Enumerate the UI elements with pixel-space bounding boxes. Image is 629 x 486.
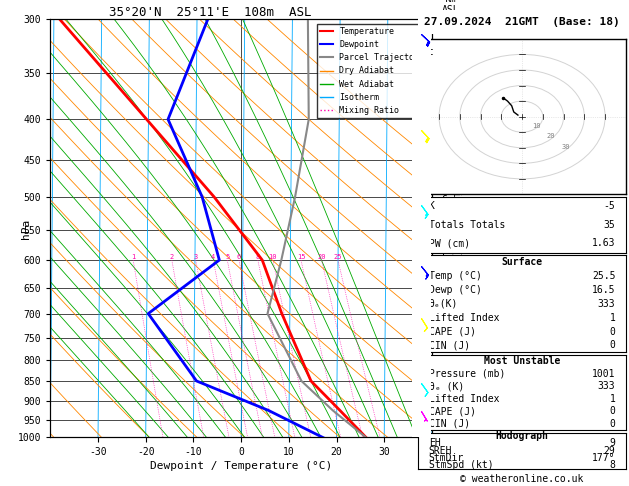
Text: 27.09.2024  21GMT  (Base: 18): 27.09.2024 21GMT (Base: 18) — [424, 17, 620, 27]
Text: -5: -5 — [604, 201, 615, 211]
Text: © weatheronline.co.uk: © weatheronline.co.uk — [460, 474, 584, 484]
Text: 1.63: 1.63 — [592, 239, 615, 248]
Legend: Temperature, Dewpoint, Parcel Trajectory, Dry Adiabat, Wet Adiabat, Isotherm, Mi: Temperature, Dewpoint, Parcel Trajectory… — [317, 24, 428, 118]
Text: EH: EH — [429, 438, 440, 449]
Text: Hodograph: Hodograph — [496, 431, 548, 441]
Text: Temp (°C): Temp (°C) — [429, 271, 482, 281]
Text: 10: 10 — [269, 254, 277, 260]
Text: θₑ(K): θₑ(K) — [429, 299, 458, 309]
Text: Pressure (mb): Pressure (mb) — [429, 368, 505, 379]
Text: 15: 15 — [297, 254, 305, 260]
Text: 9: 9 — [610, 438, 615, 449]
Y-axis label: Mixing Ratio (g/kg): Mixing Ratio (g/kg) — [451, 173, 460, 284]
Text: 333: 333 — [598, 299, 615, 309]
Text: 4: 4 — [211, 254, 216, 260]
Text: 3: 3 — [194, 254, 198, 260]
Text: LCL: LCL — [437, 384, 452, 394]
Text: 30: 30 — [562, 144, 570, 150]
Text: CAPE (J): CAPE (J) — [429, 327, 476, 336]
Text: km
ASL: km ASL — [442, 0, 460, 15]
Text: Dewp (°C): Dewp (°C) — [429, 285, 482, 295]
Text: StmDir: StmDir — [429, 453, 464, 463]
Text: PW (cm): PW (cm) — [429, 239, 470, 248]
Text: Most Unstable: Most Unstable — [484, 356, 560, 366]
Text: CAPE (J): CAPE (J) — [429, 406, 476, 417]
Text: StmSpd (kt): StmSpd (kt) — [429, 460, 493, 470]
Text: 2: 2 — [170, 254, 174, 260]
Text: 35: 35 — [604, 220, 615, 230]
Text: 0: 0 — [610, 340, 615, 350]
Text: 177°: 177° — [592, 453, 615, 463]
Text: kt: kt — [423, 47, 434, 57]
Text: 29: 29 — [604, 446, 615, 456]
Text: Totals Totals: Totals Totals — [429, 220, 505, 230]
Text: 0: 0 — [610, 406, 615, 417]
Text: 20: 20 — [318, 254, 326, 260]
Text: 8: 8 — [610, 460, 615, 470]
Text: 25: 25 — [334, 254, 342, 260]
Text: Lifted Index: Lifted Index — [429, 394, 499, 404]
Text: 16.5: 16.5 — [592, 285, 615, 295]
Text: Surface: Surface — [501, 257, 543, 267]
Text: 1: 1 — [131, 254, 135, 260]
Text: K: K — [429, 201, 435, 211]
Text: 333: 333 — [598, 381, 615, 391]
Text: 10: 10 — [532, 122, 541, 128]
Text: 25.5: 25.5 — [592, 271, 615, 281]
X-axis label: Dewpoint / Temperature (°C): Dewpoint / Temperature (°C) — [150, 461, 332, 471]
Text: Lifted Index: Lifted Index — [429, 312, 499, 323]
Text: 5: 5 — [225, 254, 230, 260]
Text: 8: 8 — [256, 254, 260, 260]
Y-axis label: hPa: hPa — [21, 218, 31, 239]
Text: 0: 0 — [610, 327, 615, 336]
Title: 35°20'N  25°11'E  108m  ASL: 35°20'N 25°11'E 108m ASL — [109, 6, 312, 19]
Text: θₑ (K): θₑ (K) — [429, 381, 464, 391]
Text: CIN (J): CIN (J) — [429, 419, 470, 429]
Text: CIN (J): CIN (J) — [429, 340, 470, 350]
Text: 1: 1 — [610, 394, 615, 404]
Text: 20: 20 — [547, 134, 555, 139]
Text: 6: 6 — [237, 254, 241, 260]
Text: SREH: SREH — [429, 446, 452, 456]
Text: 0: 0 — [610, 419, 615, 429]
Text: 1: 1 — [610, 312, 615, 323]
Text: 1001: 1001 — [592, 368, 615, 379]
